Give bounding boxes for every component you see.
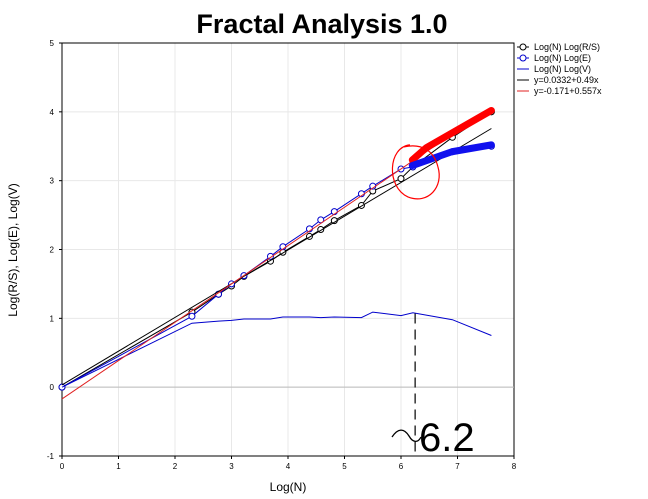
- x-axis-ticks: 0 1 2 3 4 5 6 7 8: [60, 456, 517, 471]
- x-tick-label: 1: [116, 462, 121, 471]
- series-line-2: [61, 311, 492, 388]
- x-tick-label: 5: [342, 462, 347, 471]
- y-tick-label: 1: [50, 314, 55, 323]
- hand-drawn-circle: [391, 144, 440, 200]
- legend-label-1: Log(N) Log(E): [534, 53, 591, 63]
- tilde-mark: [391, 429, 422, 443]
- blue-highlight-stroke: [408, 141, 495, 170]
- legend-marker-0: [519, 43, 527, 51]
- series-layer: [58, 107, 495, 400]
- data-point-1: [188, 312, 196, 320]
- x-tick-label: 2: [173, 462, 178, 471]
- series-line-0: [61, 111, 492, 388]
- data-point-0: [397, 175, 405, 183]
- series-line-3: [61, 128, 492, 386]
- y-tick-label: -1: [47, 452, 55, 461]
- y-tick-label: 2: [50, 246, 55, 255]
- x-tick-label: 3: [229, 462, 234, 471]
- annotation-value-text: 6.2: [419, 416, 475, 460]
- legend-label-3: y=0.0332+0.49x: [534, 75, 599, 85]
- y-tick-label: 4: [50, 108, 55, 117]
- x-tick-label: 7: [455, 462, 460, 471]
- series-line-1: [61, 145, 492, 388]
- legend-label-0: Log(N) Log(R/S): [534, 42, 600, 52]
- x-tick-label: 8: [512, 462, 517, 471]
- y-tick-label: 5: [50, 39, 55, 48]
- x-tick-label: 6: [399, 462, 404, 471]
- legend-label-4: y=-0.171+0.557x: [534, 86, 602, 96]
- y-tick-label: 0: [50, 383, 55, 392]
- y-axis-label: Log(R/S), Log(E), Log(V): [6, 183, 20, 316]
- red-highlight-stroke: [408, 106, 495, 164]
- annotation-layer: [391, 106, 495, 456]
- x-axis-label: Log(N): [270, 480, 307, 494]
- x-tick-label: 4: [286, 462, 291, 471]
- legend-marker-1: [519, 54, 527, 62]
- legend-label-2: Log(N) Log(V): [534, 64, 591, 74]
- y-axis-ticks: -1 0 1 2 3 4 5: [47, 39, 62, 461]
- legend: Log(N) Log(R/S)Log(N) Log(E)Log(N) Log(V…: [517, 42, 602, 96]
- chart-title: Fractal Analysis 1.0: [196, 9, 447, 39]
- x-tick-label: 0: [60, 462, 65, 471]
- y-tick-label: 3: [50, 177, 55, 186]
